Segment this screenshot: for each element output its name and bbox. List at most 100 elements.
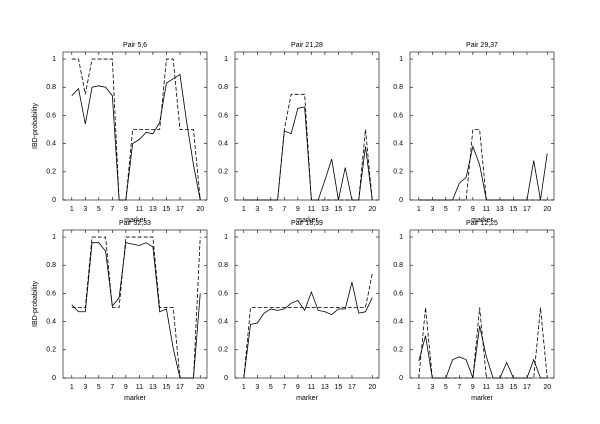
subplot-title: Pair 21,28 (291, 42, 323, 49)
y-tick-label: 1 (224, 56, 228, 63)
x-tick-label: 5 (269, 206, 273, 213)
y-tick-label: 0.6 (393, 112, 403, 119)
x-tick-label: 1 (70, 384, 74, 391)
x-tick-label: 7 (110, 384, 114, 391)
x-tick-label: 17 (348, 384, 356, 391)
y-tick-label: 1 (52, 56, 56, 63)
x-tick-label: 7 (110, 206, 114, 213)
y-tick-label: 1 (399, 234, 403, 241)
x-tick-label: 15 (335, 384, 343, 391)
x-axis-label: marker (296, 395, 318, 402)
x-tick-label: 11 (308, 206, 315, 213)
x-tick-label: 7 (457, 206, 461, 213)
plot-frame (62, 229, 208, 379)
x-tick-label: 17 (523, 384, 531, 391)
x-tick-label: 13 (149, 384, 157, 391)
x-axis-label: marker (124, 217, 146, 224)
x-tick-label: 20 (543, 206, 551, 213)
y-tick-label: 0.8 (46, 84, 56, 91)
x-tick-label: 9 (124, 206, 128, 213)
x-tick-label: 13 (496, 384, 504, 391)
x-tick-label: 3 (430, 384, 434, 391)
data-line (243, 282, 373, 379)
y-tick-label: 0 (52, 375, 56, 382)
x-tick-label: 9 (471, 384, 475, 391)
plot-frame (409, 51, 555, 201)
x-axis-label: marker (471, 395, 493, 402)
y-tick-label: 0.6 (46, 112, 56, 119)
x-tick-label: 11 (136, 206, 143, 213)
x-tick-label: 13 (496, 206, 504, 213)
x-tick-label: 5 (269, 384, 273, 391)
x-tick-label: 1 (417, 206, 421, 213)
x-tick-label: 11 (136, 384, 143, 391)
x-tick-label: 11 (483, 206, 490, 213)
x-tick-label: 13 (321, 384, 329, 391)
subplot-title: Pair 18,39 (291, 220, 323, 227)
x-tick-label: 15 (163, 206, 171, 213)
y-axis-label: IBD-probability (32, 281, 39, 327)
data-line (71, 242, 201, 379)
data-line (418, 145, 548, 201)
data-line (243, 93, 373, 201)
y-tick-label: 0 (224, 375, 228, 382)
x-tick-label: 13 (321, 206, 329, 213)
y-tick-label: 0.6 (46, 290, 56, 297)
y-tick-label: 0.8 (46, 262, 56, 269)
x-tick-label: 5 (97, 206, 101, 213)
data-line (71, 58, 201, 201)
x-tick-label: 3 (255, 206, 259, 213)
subplot-title: Pair 29,37 (466, 42, 498, 49)
y-tick-label: 0.8 (393, 262, 403, 269)
y-axis-label: IBD-probability (32, 103, 39, 149)
x-tick-label: 3 (83, 206, 87, 213)
y-tick-label: 0.2 (393, 347, 403, 354)
x-tick-label: 20 (543, 384, 551, 391)
y-tick-label: 0.2 (46, 347, 56, 354)
x-tick-label: 17 (176, 206, 184, 213)
plot-frame (409, 229, 555, 379)
x-tick-label: 1 (417, 384, 421, 391)
y-tick-label: 0 (399, 197, 403, 204)
subplot-title: Pair 5,6 (123, 42, 147, 49)
y-tick-label: 0.2 (218, 347, 228, 354)
y-tick-label: 0.4 (393, 318, 403, 325)
x-tick-label: 20 (368, 206, 376, 213)
x-tick-label: 13 (149, 206, 157, 213)
data-line (243, 273, 373, 379)
y-tick-label: 0.6 (218, 112, 228, 119)
x-tick-label: 20 (196, 206, 204, 213)
plot-frame (234, 229, 380, 379)
x-tick-label: 20 (196, 384, 204, 391)
plot-frame (234, 51, 380, 201)
x-tick-label: 5 (444, 384, 448, 391)
y-tick-label: 0.6 (218, 290, 228, 297)
y-tick-label: 0.6 (393, 290, 403, 297)
plot-frame (62, 51, 208, 201)
x-tick-label: 5 (444, 206, 448, 213)
x-tick-label: 7 (282, 206, 286, 213)
x-axis-label: marker (124, 395, 146, 402)
y-tick-label: 0.4 (46, 140, 56, 147)
y-tick-label: 0 (224, 197, 228, 204)
x-tick-label: 17 (176, 384, 184, 391)
y-tick-label: 0 (52, 197, 56, 204)
x-tick-label: 11 (483, 384, 490, 391)
y-tick-label: 0.4 (218, 140, 228, 147)
data-line (71, 73, 201, 201)
x-tick-label: 7 (282, 384, 286, 391)
x-tick-label: 9 (296, 206, 300, 213)
x-tick-label: 5 (97, 384, 101, 391)
x-tick-label: 17 (348, 206, 356, 213)
data-line (71, 236, 201, 379)
data-line (418, 325, 548, 379)
x-tick-label: 7 (457, 384, 461, 391)
x-tick-label: 3 (430, 206, 434, 213)
y-tick-label: 0.4 (393, 140, 403, 147)
x-tick-label: 9 (296, 384, 300, 391)
x-tick-label: 1 (242, 206, 246, 213)
y-tick-label: 0.4 (46, 318, 56, 325)
x-tick-label: 9 (124, 384, 128, 391)
y-tick-label: 0.2 (393, 169, 403, 176)
